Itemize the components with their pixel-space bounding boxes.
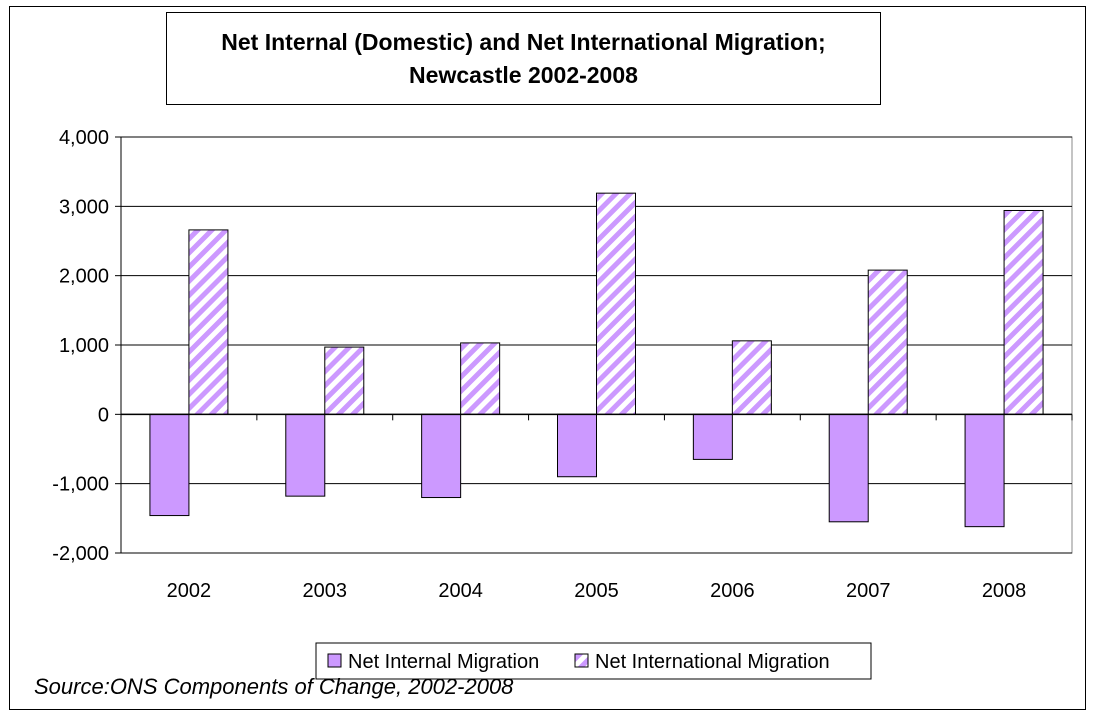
x-tick-label: 2006 <box>710 580 755 602</box>
y-tick-label: 2,000 <box>59 266 109 288</box>
x-tick-label: 2005 <box>574 580 619 602</box>
source-note: Source:ONS Components of Change, 2002-20… <box>34 674 514 699</box>
bars <box>149 192 1044 528</box>
bar-net-internal <box>557 413 597 478</box>
x-tick-label: 2003 <box>303 580 348 602</box>
y-tick-label: -1,000 <box>52 474 109 496</box>
legend-label: Net Internal Migration <box>348 651 539 673</box>
bar-net-international <box>731 340 772 415</box>
axes: -2,000 -1,000 0 1,000 2,000 3,000 4,000 2002 200… <box>52 127 1073 602</box>
bar-net-internal <box>421 413 462 499</box>
y-tick-label: 4,000 <box>59 127 109 149</box>
bar-net-internal <box>149 413 190 517</box>
bar-net-international <box>324 346 365 415</box>
bar-net-international <box>867 269 908 415</box>
bar-net-international <box>188 229 229 415</box>
bar-net-internal <box>285 413 326 497</box>
chart-subtitle: Newcastle 2002-2008 <box>409 61 638 88</box>
legend: Net Internal Migration Net International … <box>315 642 872 680</box>
legend-label: Net International Migration <box>595 651 830 673</box>
x-tick-label: 2004 <box>438 580 483 602</box>
chart-title-box: Net Internal (Domestic) and Net Internat… <box>166 12 881 105</box>
y-tick-label: 3,000 <box>59 196 109 218</box>
chart-title: Net Internal (Domestic) and Net Internat… <box>221 28 826 55</box>
bar-net-internal <box>964 413 1005 528</box>
x-tick-label: 2008 <box>982 580 1027 602</box>
y-tick-label: 1,000 <box>59 335 109 357</box>
x-tick-label: 2007 <box>846 580 891 602</box>
bar-net-internal <box>828 413 869 523</box>
bar-net-international <box>460 342 501 415</box>
bar-net-internal <box>692 413 733 460</box>
legend-swatch <box>327 653 342 668</box>
bar-net-international <box>1003 209 1044 415</box>
legend-box <box>315 642 872 680</box>
x-tick-label: 2002 <box>167 580 212 602</box>
y-tick-label: 0 <box>98 404 109 426</box>
legend-swatch <box>574 653 589 668</box>
y-tick-label: -2,000 <box>52 543 109 565</box>
bar-net-international <box>596 192 636 415</box>
